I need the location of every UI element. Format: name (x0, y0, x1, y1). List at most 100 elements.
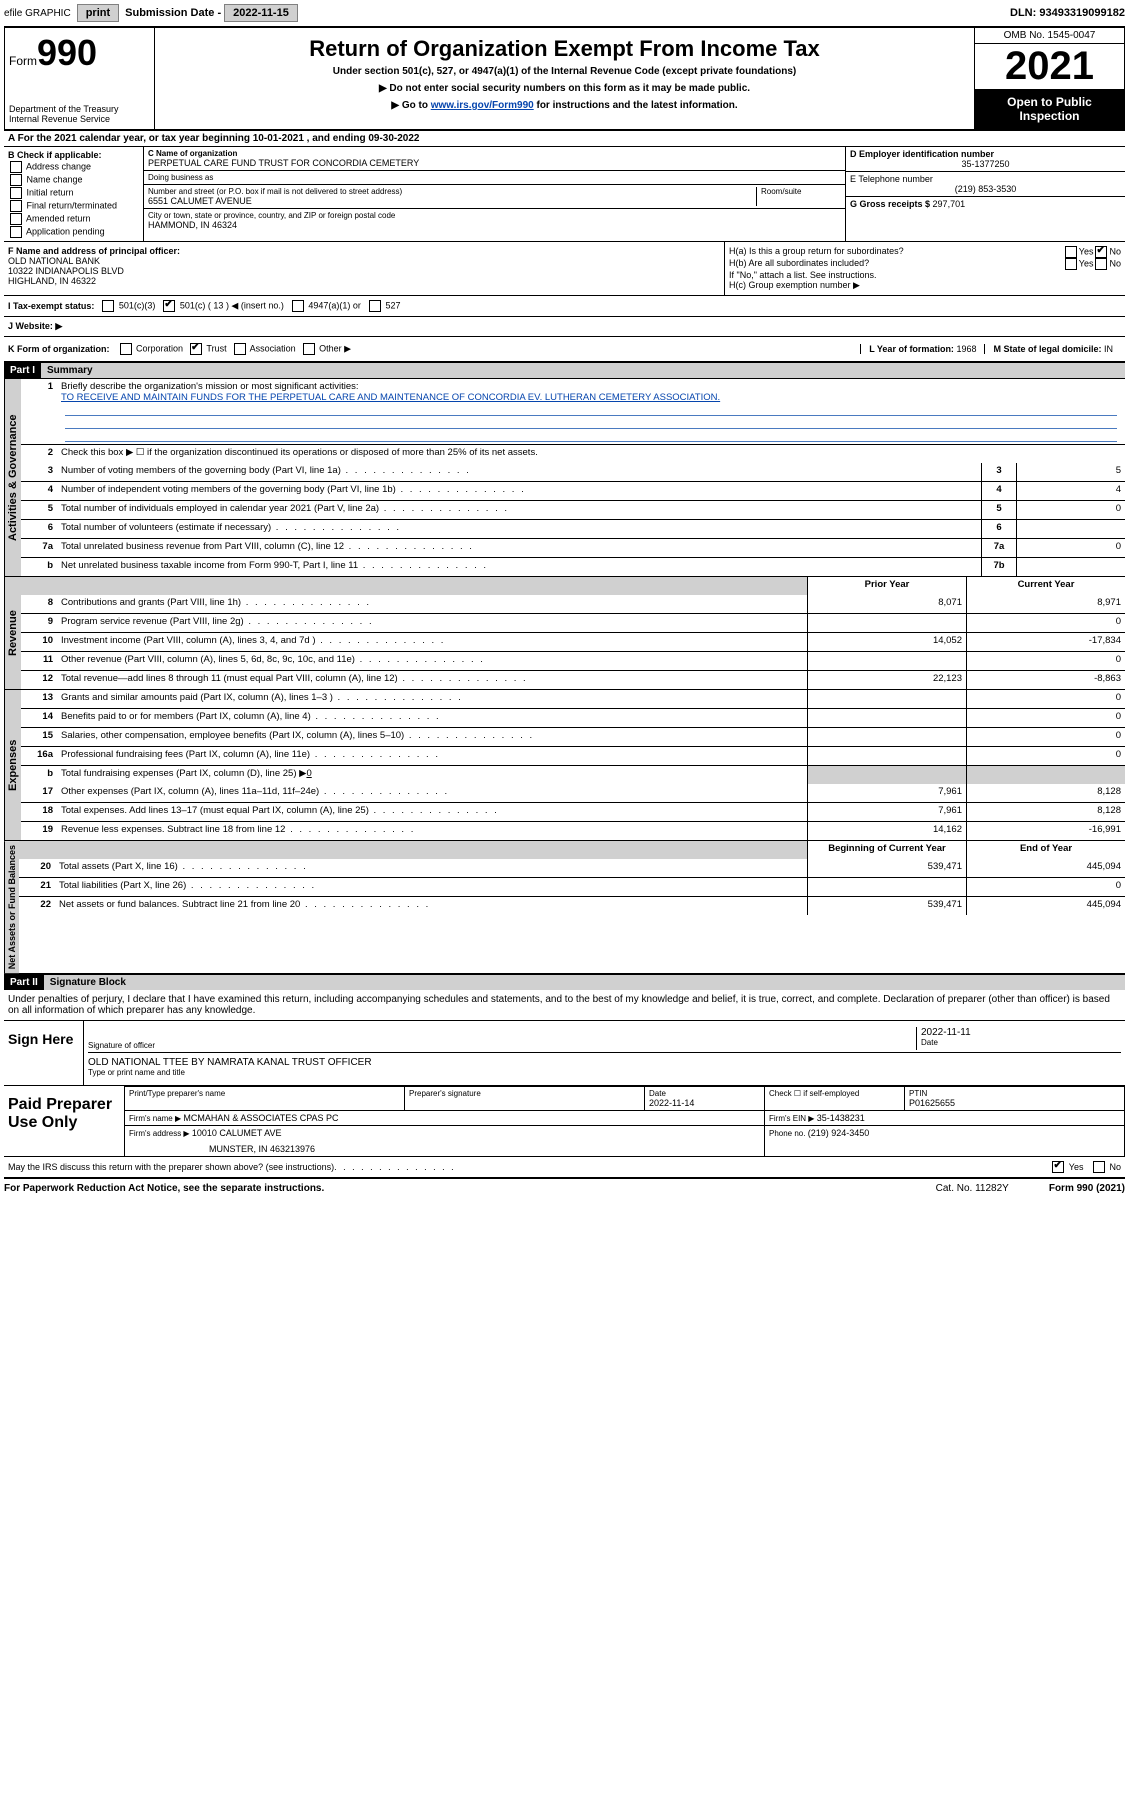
efile-label: efile GRAPHIC (4, 8, 71, 19)
form-header: Form990 Department of the Treasury Inter… (4, 26, 1125, 131)
year-formation: 1968 (956, 344, 976, 354)
officer-name-title: OLD NATIONAL TTEE BY NAMRATA KANAL TRUST… (88, 1057, 1121, 1068)
opt-527[interactable]: 527 (367, 300, 401, 312)
summary-row: 19Revenue less expenses. Subtract line 1… (21, 821, 1125, 840)
gross-receipts: 297,701 (933, 199, 966, 209)
header-right: OMB No. 1545-0047 2021 Open to Public In… (974, 28, 1124, 129)
form-number: Form990 (9, 32, 150, 74)
box-c: C Name of organization PERPETUAL CARE FU… (144, 147, 845, 241)
header-center: Return of Organization Exempt From Incom… (155, 28, 974, 129)
perjury-statement: Under penalties of perjury, I declare th… (4, 990, 1125, 1020)
footer: For Paperwork Reduction Act Notice, see … (4, 1177, 1125, 1194)
opt-4947[interactable]: 4947(a)(1) or (290, 300, 361, 312)
header-sub1: Under section 501(c), 527, or 4947(a)(1)… (159, 66, 970, 77)
opt-trust[interactable]: Trust (188, 343, 227, 355)
summary-row: 13Grants and similar amounts paid (Part … (21, 690, 1125, 708)
summary-row: bNet unrelated business taxable income f… (21, 557, 1125, 576)
summary-row: 16aProfessional fundraising fees (Part I… (21, 746, 1125, 765)
row-j-website: J Website: ▶ (4, 316, 1125, 336)
summary-row: 9Program service revenue (Part VIII, lin… (21, 613, 1125, 632)
checkbox-name-change[interactable]: Name change (8, 174, 139, 186)
part-i-title: Summary (41, 363, 1125, 378)
checkbox-final-return[interactable]: Final return/terminated (8, 200, 139, 212)
row-k-form-of-org: K Form of organization: Corporation Trus… (4, 336, 1125, 363)
org-city: HAMMOND, IN 46324 (148, 220, 841, 230)
summary-row: 3Number of voting members of the governi… (21, 463, 1125, 481)
print-button[interactable]: print (77, 4, 119, 22)
summary-row: 21Total liabilities (Part X, line 26)0 (19, 877, 1125, 896)
summary-row: 14Benefits paid to or for members (Part … (21, 708, 1125, 727)
section-expenses: Expenses 13Grants and similar amounts pa… (4, 689, 1125, 840)
omb-number: OMB No. 1545-0047 (975, 28, 1124, 44)
instructions-link[interactable]: www.irs.gov/Form990 (431, 100, 534, 111)
part-ii-title: Signature Block (44, 975, 1125, 990)
summary-row: 20Total assets (Part X, line 16)539,4714… (19, 859, 1125, 877)
firm-name: MCMAHAN & ASSOCIATES CPAS PC (183, 1113, 338, 1123)
opt-501c[interactable]: 501(c) ( 13 ) ◀ (insert no.) (161, 300, 283, 312)
box-d-e-g: D Employer identification number 35-1377… (845, 147, 1125, 241)
summary-row: 11Other revenue (Part VIII, column (A), … (21, 651, 1125, 670)
summary-row: 10Investment income (Part VIII, column (… (21, 632, 1125, 651)
discuss-no[interactable]: No (1091, 1162, 1121, 1172)
ptin: P01625655 (909, 1098, 1120, 1108)
header-left: Form990 Department of the Treasury Inter… (5, 28, 155, 129)
header-sub3: ▶ Go to www.irs.gov/Form990 for instruct… (159, 100, 970, 111)
vtab-revenue: Revenue (4, 577, 21, 689)
cat-no: Cat. No. 11282Y (936, 1183, 1009, 1194)
phone: (219) 853-3530 (850, 184, 1121, 194)
box-b: B Check if applicable: Address change Na… (4, 147, 144, 241)
ha-no[interactable]: No (1093, 246, 1121, 258)
firm-phone: (219) 924-3450 (808, 1128, 870, 1138)
checkbox-application-pending[interactable]: Application pending (8, 226, 139, 238)
ha-yes[interactable]: Yes (1063, 246, 1094, 258)
part-ii: Part II Signature Block Under penalties … (4, 975, 1125, 1177)
checkbox-amended-return[interactable]: Amended return (8, 213, 139, 225)
mission-text: TO RECEIVE AND MAINTAIN FUNDS FOR THE PE… (61, 392, 720, 403)
checkbox-initial-return[interactable]: Initial return (8, 187, 139, 199)
header-sub2: ▶ Do not enter social security numbers o… (159, 83, 970, 94)
firm-address: 10010 CALUMET AVE (192, 1128, 282, 1138)
summary-row: 17Other expenses (Part IX, column (A), l… (21, 784, 1125, 802)
ein: 35-1377250 (850, 159, 1121, 169)
form-title: Return of Organization Exempt From Incom… (159, 36, 970, 62)
box-f: F Name and address of principal officer:… (4, 242, 725, 295)
section-revenue: Revenue Prior Year Current Year 8Contrib… (4, 576, 1125, 689)
summary-row: 8Contributions and grants (Part VIII, li… (21, 595, 1125, 613)
summary-row: 12Total revenue—add lines 8 through 11 (… (21, 670, 1125, 689)
discuss-yes[interactable]: Yes (1050, 1162, 1083, 1172)
sign-here-block: Sign Here Signature of officer 2022-11-1… (4, 1020, 1125, 1085)
hb-yes[interactable]: Yes (1063, 258, 1094, 270)
preparer-date: 2022-11-14 (649, 1098, 760, 1108)
department-label: Department of the Treasury Internal Reve… (9, 104, 150, 124)
row-i-tax-exempt: I Tax-exempt status: 501(c)(3) 501(c) ( … (4, 295, 1125, 316)
opt-other[interactable]: Other ▶ (301, 343, 351, 355)
discuss-row: May the IRS discuss this return with the… (4, 1156, 1125, 1177)
hb-no[interactable]: No (1093, 258, 1121, 270)
firm-ein: 35-1438231 (817, 1113, 865, 1123)
section-f-h: F Name and address of principal officer:… (4, 241, 1125, 295)
section-net-assets: Net Assets or Fund Balances Beginning of… (4, 840, 1125, 975)
opt-association[interactable]: Association (232, 343, 296, 355)
state-domicile: IN (1104, 344, 1113, 354)
tax-year: 2021 (975, 44, 1124, 89)
submission-date: 2022-11-15 (224, 4, 298, 22)
checkbox-address-change[interactable]: Address change (8, 161, 139, 173)
dln: DLN: 93493319099182 (1010, 7, 1125, 19)
opt-501c3[interactable]: 501(c)(3) (100, 300, 155, 312)
submission-date-label: Submission Date - 2022-11-15 (125, 7, 298, 19)
part-i-header: Part I (4, 363, 41, 378)
vtab-expenses: Expenses (4, 690, 21, 840)
summary-row: 18Total expenses. Add lines 13–17 (must … (21, 802, 1125, 821)
section-governance: Activities & Governance 1 Briefly descri… (4, 378, 1125, 576)
part-ii-header: Part II (4, 975, 44, 990)
opt-corporation[interactable]: Corporation (118, 343, 184, 355)
summary-row: 4Number of independent voting members of… (21, 481, 1125, 500)
summary-row: 6Total number of volunteers (estimate if… (21, 519, 1125, 538)
summary-row: 7aTotal unrelated business revenue from … (21, 538, 1125, 557)
line-a-tax-year: A For the 2021 calendar year, or tax yea… (4, 131, 1125, 147)
entity-block: B Check if applicable: Address change Na… (4, 147, 1125, 241)
summary-row: 5Total number of individuals employed in… (21, 500, 1125, 519)
vtab-governance: Activities & Governance (4, 379, 21, 576)
top-bar: efile GRAPHIC print Submission Date - 20… (4, 4, 1125, 22)
box-h: H(a) Is this a group return for subordin… (725, 242, 1125, 295)
